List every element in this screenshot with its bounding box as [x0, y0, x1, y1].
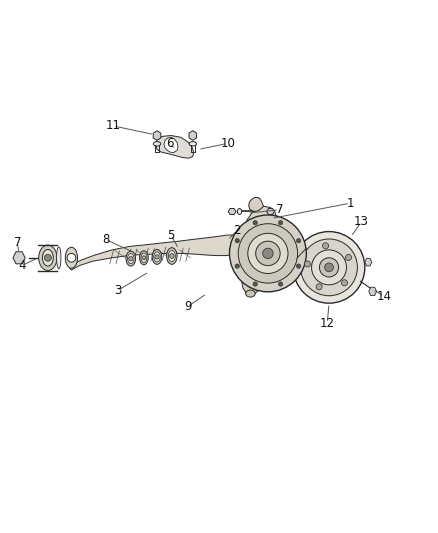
Circle shape — [253, 221, 258, 225]
Circle shape — [230, 215, 306, 292]
Ellipse shape — [246, 290, 255, 297]
Polygon shape — [228, 208, 236, 214]
Polygon shape — [13, 252, 25, 264]
Circle shape — [319, 258, 339, 277]
Circle shape — [304, 261, 311, 267]
Text: 10: 10 — [220, 137, 235, 150]
Ellipse shape — [127, 254, 134, 264]
Polygon shape — [369, 287, 377, 295]
Circle shape — [67, 253, 76, 262]
Circle shape — [322, 243, 328, 249]
Polygon shape — [70, 235, 246, 270]
Text: 7: 7 — [14, 236, 21, 249]
Polygon shape — [189, 131, 197, 140]
Polygon shape — [237, 206, 281, 287]
Circle shape — [256, 241, 280, 265]
Text: 1: 1 — [346, 197, 354, 209]
Text: 3: 3 — [114, 284, 121, 297]
Ellipse shape — [65, 247, 78, 268]
Polygon shape — [267, 208, 275, 214]
Ellipse shape — [39, 245, 57, 270]
Ellipse shape — [154, 252, 160, 262]
Text: 14: 14 — [377, 290, 392, 303]
Circle shape — [248, 233, 288, 273]
Ellipse shape — [42, 249, 53, 266]
Text: 6: 6 — [166, 137, 174, 150]
Circle shape — [346, 254, 352, 261]
Circle shape — [170, 254, 174, 259]
Circle shape — [263, 248, 273, 259]
Circle shape — [235, 239, 240, 243]
Text: 2: 2 — [233, 224, 240, 237]
Text: 12: 12 — [320, 317, 335, 330]
Text: 5: 5 — [167, 229, 175, 241]
Polygon shape — [242, 270, 261, 295]
Text: 11: 11 — [106, 119, 121, 132]
Circle shape — [316, 284, 322, 290]
Circle shape — [311, 250, 346, 285]
Circle shape — [235, 264, 240, 268]
Text: 7: 7 — [276, 203, 283, 216]
Polygon shape — [153, 131, 161, 140]
Ellipse shape — [237, 208, 242, 214]
Polygon shape — [365, 259, 372, 266]
Circle shape — [297, 239, 301, 243]
Circle shape — [238, 224, 297, 283]
Circle shape — [325, 263, 333, 272]
Ellipse shape — [141, 253, 147, 263]
Circle shape — [300, 239, 357, 296]
Ellipse shape — [166, 248, 177, 264]
Ellipse shape — [153, 142, 161, 146]
Circle shape — [155, 255, 159, 259]
Circle shape — [341, 280, 347, 286]
Circle shape — [279, 221, 283, 225]
Polygon shape — [249, 198, 264, 212]
Text: 4: 4 — [18, 259, 25, 272]
Ellipse shape — [126, 251, 136, 266]
Ellipse shape — [57, 247, 61, 269]
Circle shape — [293, 231, 365, 303]
Circle shape — [253, 282, 258, 286]
Polygon shape — [164, 138, 178, 152]
Circle shape — [44, 254, 51, 261]
Circle shape — [297, 264, 301, 268]
Ellipse shape — [189, 142, 197, 146]
Circle shape — [129, 256, 133, 261]
Polygon shape — [155, 135, 194, 158]
Text: 13: 13 — [354, 215, 369, 229]
Circle shape — [279, 282, 283, 286]
Circle shape — [142, 256, 146, 260]
Text: 8: 8 — [102, 233, 109, 246]
Ellipse shape — [152, 249, 162, 264]
Ellipse shape — [168, 251, 175, 262]
Ellipse shape — [140, 251, 148, 265]
Text: 9: 9 — [184, 300, 191, 313]
